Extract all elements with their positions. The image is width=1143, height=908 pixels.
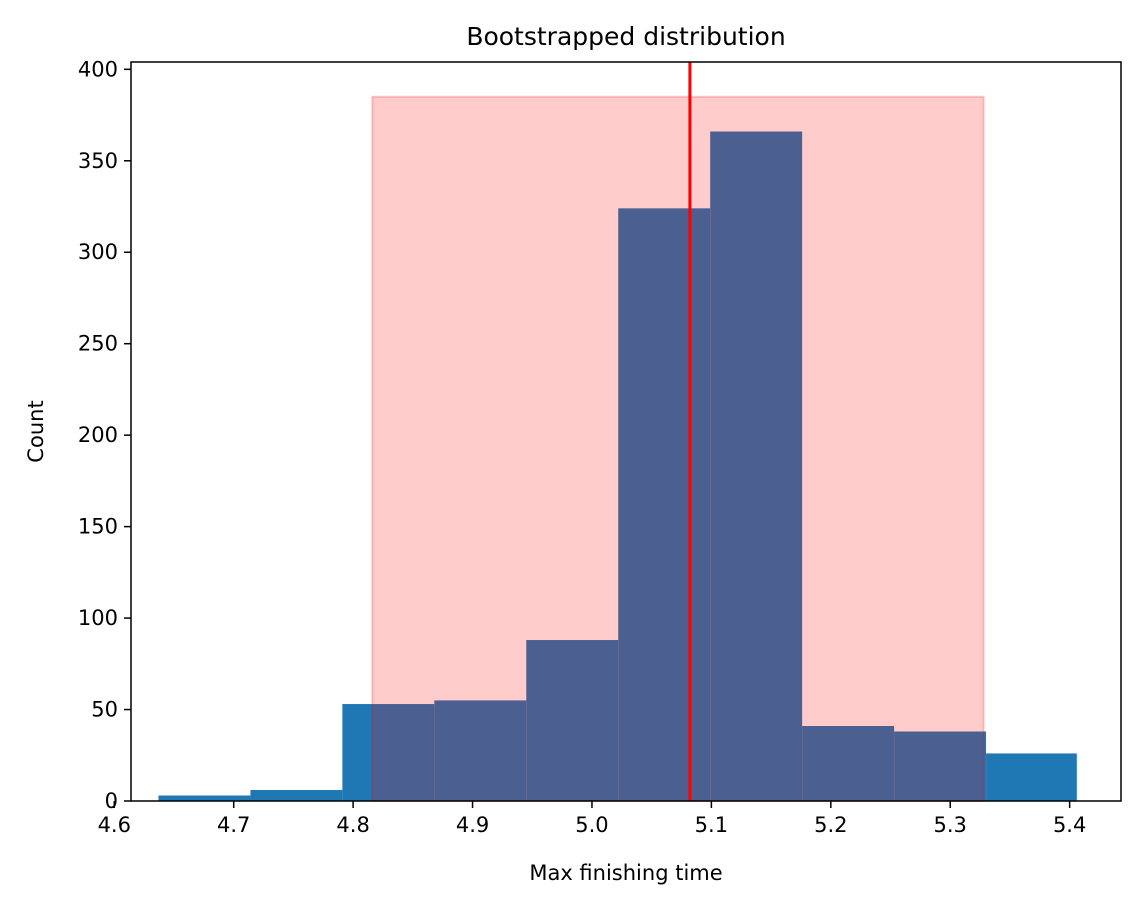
y-tick-label: 250	[78, 332, 118, 356]
confidence-interval-band	[371, 95, 985, 803]
y-tick-label: 150	[78, 515, 118, 539]
histogram-bar-9	[986, 753, 1077, 801]
x-tick-label: 5.1	[695, 813, 728, 837]
histogram-bar-7	[802, 726, 895, 801]
y-axis-label: Count	[24, 400, 48, 462]
x-tick-label: 5.0	[575, 813, 608, 837]
histogram-bar-3	[434, 700, 527, 801]
histogram-bars	[158, 131, 1077, 802]
histogram-bar-4	[526, 640, 619, 801]
chart-title: Bootstrapped distribution	[466, 22, 785, 51]
y-axis-ticks: 0 50 100 150 200 250 300 350 400	[78, 57, 131, 813]
histogram-bar-5	[618, 208, 711, 801]
confidence-interval-layer	[371, 95, 985, 803]
histogram-bar-8	[894, 731, 987, 801]
y-tick-label: 400	[78, 57, 118, 81]
y-tick-label: 300	[78, 240, 118, 264]
histogram-bar-2	[342, 704, 435, 801]
histogram-bar-6	[710, 131, 803, 802]
x-axis-ticks: 4.6 4.7 4.8 4.9 5.0 5.1 5.2 5.3 5.4	[98, 801, 1086, 837]
y-tick-label: 100	[78, 606, 118, 630]
x-tick-label: 5.2	[814, 813, 847, 837]
y-tick-label: 350	[78, 149, 118, 173]
x-tick-label: 5.3	[934, 813, 967, 837]
plot-frame	[130, 61, 1122, 802]
x-axis-label: Max finishing time	[529, 861, 722, 885]
x-tick-label: 4.8	[336, 813, 369, 837]
y-tick-label: 200	[78, 423, 118, 447]
y-tick-label: 50	[91, 698, 118, 722]
histogram-bar-0	[158, 795, 251, 801]
x-tick-label: 4.7	[217, 813, 250, 837]
x-tick-label: 5.4	[1053, 813, 1086, 837]
y-tick-label: 0	[105, 789, 118, 813]
x-tick-label: 4.6	[98, 813, 131, 837]
x-tick-label: 4.9	[456, 813, 489, 837]
histogram-bar-1	[250, 790, 343, 801]
